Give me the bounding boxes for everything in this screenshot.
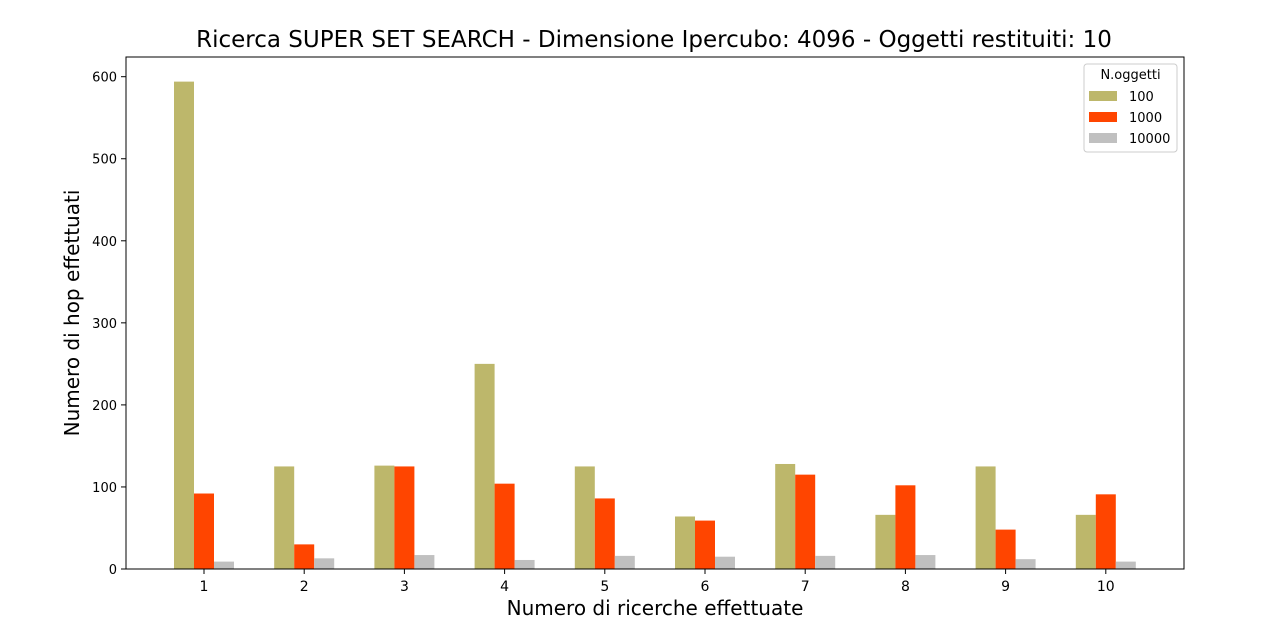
bar-series-100-cat-10 bbox=[1075, 514, 1096, 569]
legend-swatch-1000 bbox=[1089, 112, 1117, 122]
bar-series-100-cat-4 bbox=[474, 363, 495, 569]
bar-series-100-cat-7 bbox=[775, 463, 796, 569]
y-tick-label: 300 bbox=[92, 317, 117, 332]
legend-label-100: 100 bbox=[1129, 90, 1154, 105]
bar-series-1000-cat-4 bbox=[494, 483, 515, 569]
y-tick-label: 200 bbox=[92, 399, 117, 414]
bar-series-100-cat-6 bbox=[675, 516, 695, 569]
legend-swatch-10000 bbox=[1089, 133, 1117, 143]
bar-series-1000-cat-9 bbox=[995, 529, 1016, 569]
y-tick-label: 500 bbox=[92, 153, 117, 168]
x-tick-label: 6 bbox=[701, 579, 710, 595]
chart-title: Ricerca SUPER SET SEARCH - Dimensione Ip… bbox=[196, 27, 1112, 53]
x-tick-label: 8 bbox=[901, 579, 910, 595]
legend-label-1000: 1000 bbox=[1129, 111, 1162, 126]
bar-series-100-cat-5 bbox=[574, 466, 595, 569]
y-tick-label: 100 bbox=[92, 481, 117, 496]
x-tick-label: 7 bbox=[801, 579, 810, 595]
bar-series-1000-cat-5 bbox=[594, 498, 615, 569]
bar-series-10000-cat-8 bbox=[915, 555, 936, 569]
bar-series-10000-cat-6 bbox=[715, 556, 735, 569]
x-tick-label: 10 bbox=[1097, 579, 1115, 595]
legend-label-10000: 10000 bbox=[1129, 132, 1170, 147]
y-tick-label: 400 bbox=[92, 235, 117, 250]
bar-series-100-cat-3 bbox=[374, 465, 395, 569]
y-tick-label: 0 bbox=[109, 563, 117, 578]
legend: N.oggetti 100 1000 10000 bbox=[1083, 63, 1178, 153]
bar-series-100-cat-8 bbox=[875, 514, 896, 569]
bar-series-10000-cat-7 bbox=[815, 555, 836, 569]
bar-series-10000-cat-3 bbox=[414, 555, 435, 569]
x-axis-label: Numero di ricerche effettuate bbox=[507, 596, 804, 620]
bar-series-1000-cat-6 bbox=[695, 520, 715, 569]
bar-series-10000-cat-2 bbox=[314, 558, 335, 569]
bar-series-10000-cat-10 bbox=[1115, 561, 1136, 569]
x-tick-label: 5 bbox=[600, 579, 609, 595]
y-axis-label: Numero di hop effettuati bbox=[60, 190, 84, 437]
x-tick-label: 1 bbox=[200, 579, 209, 595]
x-tick-label: 3 bbox=[400, 579, 409, 595]
plot-frame bbox=[125, 56, 1185, 570]
bar-series-1000-cat-3 bbox=[394, 466, 415, 569]
bar-series-10000-cat-9 bbox=[1015, 559, 1036, 569]
bar-series-1000-cat-1 bbox=[194, 493, 214, 569]
bar-series-100-cat-2 bbox=[274, 466, 295, 569]
bar-series-1000-cat-2 bbox=[294, 544, 315, 569]
bar-series-100-cat-9 bbox=[975, 466, 996, 569]
bar-series-10000-cat-5 bbox=[614, 555, 635, 569]
bar-series-1000-cat-7 bbox=[795, 474, 816, 569]
bar-series-10000-cat-1 bbox=[214, 561, 234, 569]
legend-box bbox=[1083, 63, 1178, 153]
legend-swatch-100 bbox=[1089, 91, 1117, 101]
bar-series-100-cat-1 bbox=[174, 81, 194, 569]
bar-series-10000-cat-4 bbox=[514, 559, 535, 569]
bar-series-1000-cat-8 bbox=[895, 485, 916, 569]
x-tick-label: 4 bbox=[500, 579, 509, 595]
legend-title: N.oggetti bbox=[1100, 68, 1160, 83]
x-tick-label: 2 bbox=[300, 579, 309, 595]
x-tick-label: 9 bbox=[1001, 579, 1010, 595]
y-tick-label: 600 bbox=[92, 71, 117, 86]
bar-series-1000-cat-10 bbox=[1095, 494, 1116, 569]
